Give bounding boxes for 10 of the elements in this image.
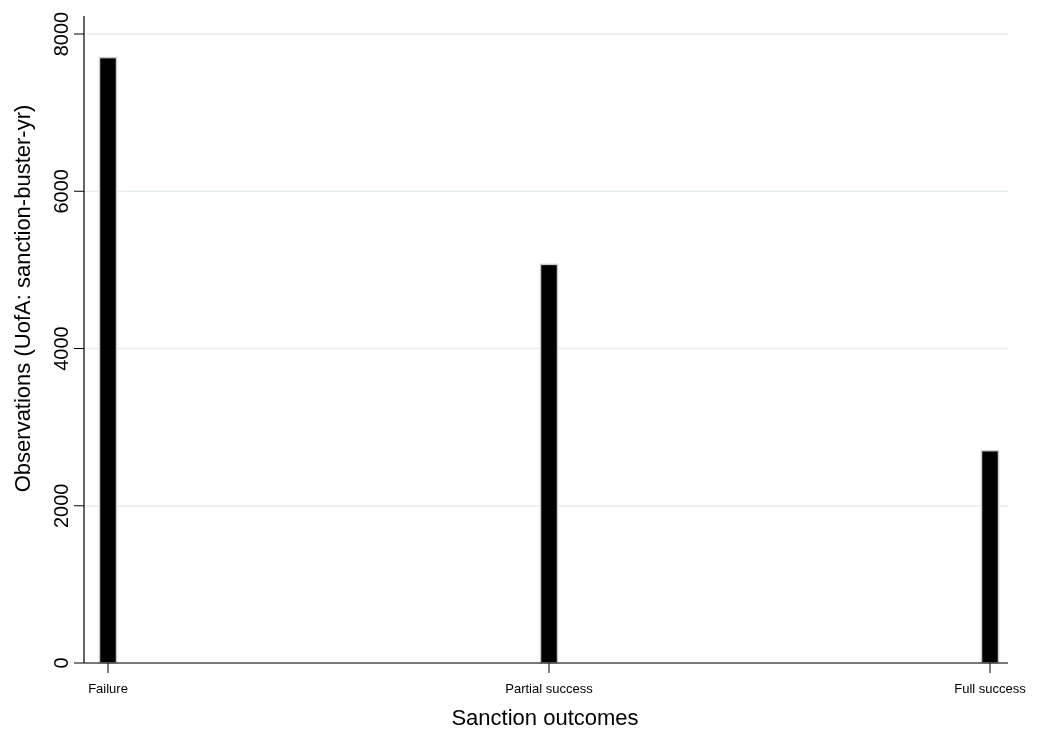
y-axis-title: Observations (UofA: sanction-buster-yr) (10, 104, 35, 493)
x-axis-title: Sanction outcomes (451, 705, 639, 730)
y-tick-label: 8000 (50, 11, 72, 57)
x-tick-label: Failure (88, 681, 128, 696)
y-tick-label: 6000 (50, 169, 72, 214)
y-tick-label: 2000 (50, 483, 72, 528)
y-tick-label: 4000 (50, 326, 72, 371)
x-tick-label: Full success (954, 681, 1027, 696)
x-tick-label: Partial success (505, 681, 594, 696)
y-tick-label: 0 (50, 657, 72, 669)
